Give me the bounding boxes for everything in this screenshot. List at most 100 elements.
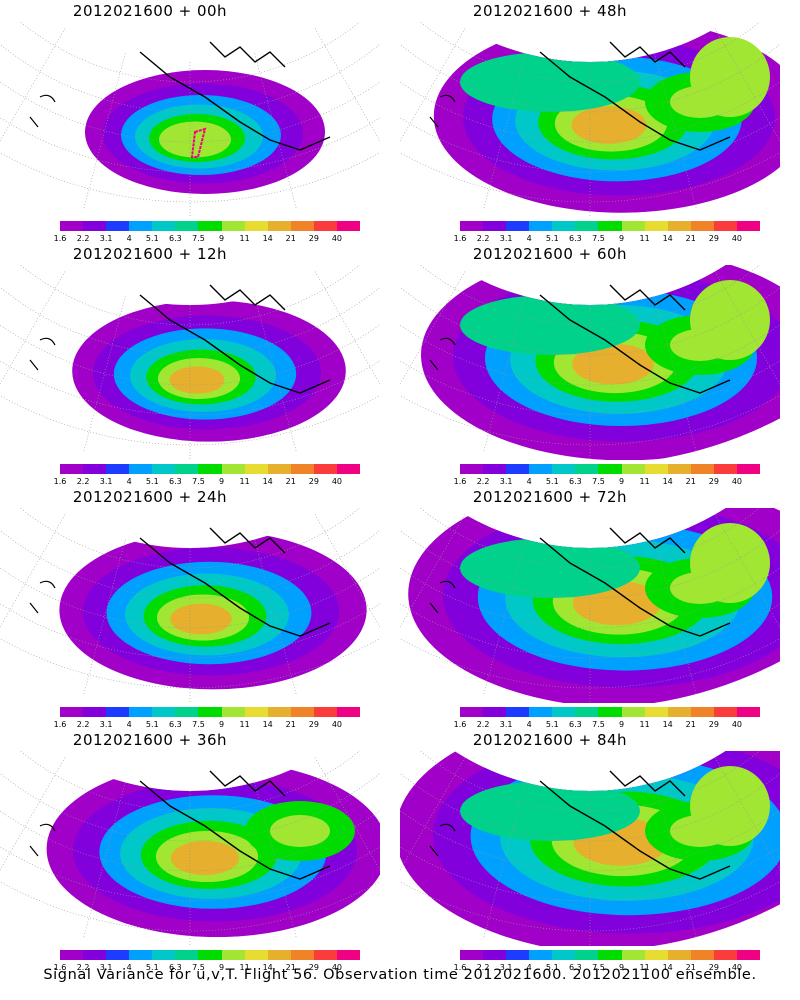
- panel-title: 2012021600 + 12h: [72, 245, 228, 263]
- variance-field: [46, 760, 380, 938]
- colorbar-labels: 1.6 2.2 3.1 4 5.1 6.3 7.5 9 11 14 21 29 40: [54, 963, 360, 973]
- map-plot: [400, 508, 780, 703]
- colorbar-tick-label: 14: [662, 720, 673, 729]
- meridian-line: [0, 271, 66, 385]
- colorbar-tick-label: 29: [708, 477, 719, 486]
- colorbar-swatch: [60, 464, 84, 474]
- colorbar-swatch: [106, 221, 130, 231]
- colorbar-swatch: [106, 464, 130, 474]
- coastline: [139, 51, 331, 151]
- colorbar-tick-label: 29: [708, 234, 719, 243]
- colorbar-tick-label: 1.6: [53, 720, 67, 729]
- colorbar-tick-label: 40: [731, 720, 743, 729]
- coastline: [429, 337, 456, 371]
- colorbar-swatch: [736, 464, 761, 474]
- variance-field: [433, 22, 780, 213]
- colorbar-tick-label: 1.6: [53, 963, 67, 972]
- colorbar-tick-label: 4: [526, 963, 532, 972]
- colorbar-tick-label: 3.1: [99, 477, 113, 486]
- colorbar-swatch: [483, 950, 507, 960]
- colorbar-swatch: [644, 221, 668, 231]
- colorbar-swatch: [175, 950, 199, 960]
- colorbar-swatch: [175, 707, 199, 717]
- colorbar-swatch: [313, 464, 337, 474]
- colorbar-swatch: [529, 221, 553, 231]
- colorbar-swatch: [221, 707, 245, 717]
- colorbar-swatch: [736, 950, 761, 960]
- colorbar-swatch: [267, 950, 291, 960]
- map-panel-84h: 2012021600 + 84h 1.6 2.2 3.1 4 5.1 6.3 7.5 9 11 1…: [400, 729, 780, 972]
- contour-fill: [170, 840, 240, 876]
- colorbar-tick-label: 3.1: [499, 234, 513, 243]
- coastline: [429, 580, 456, 614]
- coastline: [429, 823, 456, 857]
- map-panel-36h: 2012021600 + 36h 1.6 2.2 3.1 4 5.1 6.3 7.5 9 11 1…: [0, 729, 380, 972]
- panel-title: 2012021600 + 48h: [472, 2, 628, 20]
- colorbar-tick-label: 6.3: [569, 234, 582, 243]
- colorbar-tick-label: 6.3: [169, 234, 182, 243]
- colorbar-tick-label: 4: [526, 720, 532, 729]
- colorbar-tick-label: 9: [618, 963, 625, 972]
- colorbar-tick-label: 9: [218, 234, 225, 243]
- colorbar-tick-label: 2.2: [76, 234, 90, 243]
- colorbar-tick-label: 21: [285, 234, 296, 243]
- latitude-line: [0, 43, 380, 113]
- colorbar-tick-label: 1.6: [53, 477, 67, 486]
- colorbar-tick-label: 5.1: [545, 477, 559, 486]
- colorbar-swatch: [552, 707, 576, 717]
- meridian-line: [367, 508, 380, 588]
- meridian-line: [400, 265, 413, 345]
- colorbar-swatch: [198, 950, 222, 960]
- colorbar: [460, 950, 761, 960]
- panel-title: 2012021600 + 36h: [72, 731, 228, 749]
- colorbar-labels: 1.6 2.2 3.1 4 5.1 6.3 7.5 9 11 14 21 29 40: [454, 477, 760, 487]
- coastline: [139, 537, 331, 637]
- colorbar-swatch: [667, 950, 691, 960]
- flight-track-marker: [190, 127, 207, 158]
- contour-fill: [460, 781, 640, 841]
- colorbar-tick-label: 4: [126, 963, 132, 972]
- coastline: [29, 337, 56, 371]
- colorbar: [460, 707, 761, 717]
- colorbar-tick-label: 5.1: [145, 963, 159, 972]
- colorbar-swatch: [621, 950, 645, 960]
- colorbar-swatch: [106, 950, 130, 960]
- colorbar-swatch: [267, 464, 291, 474]
- variance-field: [85, 70, 325, 194]
- colorbar-tick-label: 7.5: [192, 963, 205, 972]
- colorbar-swatch: [575, 950, 599, 960]
- contour-fill: [690, 280, 770, 360]
- colorbar-tick-label: 9: [218, 963, 225, 972]
- contour-fill: [690, 523, 770, 603]
- colorbar-tick-label: 7.5: [592, 234, 605, 243]
- colorbar-swatch: [736, 707, 761, 717]
- colorbar-swatch: [460, 950, 484, 960]
- map-plot: [400, 265, 780, 460]
- colorbar-tick-label: 1.6: [453, 477, 467, 486]
- colorbar-tick-label: 40: [331, 963, 343, 972]
- colorbar-tick-label: 7.5: [192, 477, 205, 486]
- colorbar-swatch: [598, 464, 622, 474]
- map-plot: [400, 751, 780, 946]
- colorbar-swatch: [129, 707, 153, 717]
- colorbar-tick-label: 4: [526, 234, 532, 243]
- colorbar: [60, 464, 361, 474]
- colorbar-tick-label: 21: [285, 720, 296, 729]
- colorbar-swatch: [644, 464, 668, 474]
- colorbar-swatch: [198, 464, 222, 474]
- map-panel-72h: 2012021600 + 72h 1.6 2.2 3.1 4 5.1 6.3 7.5 9 11 1…: [400, 486, 780, 729]
- colorbar-swatch: [198, 221, 222, 231]
- latitude-line: [400, 567, 780, 629]
- colorbar: [60, 221, 361, 231]
- map-plot: [0, 265, 380, 460]
- colorbar-swatch: [690, 464, 714, 474]
- colorbar-swatch: [644, 707, 668, 717]
- coastline: [539, 294, 731, 394]
- contour-fill: [572, 343, 654, 385]
- colorbar-tick-label: 14: [262, 720, 273, 729]
- colorbar-tick-label: 40: [731, 477, 743, 486]
- colorbar-tick-label: 1.6: [453, 234, 467, 243]
- colorbar-swatch: [529, 464, 553, 474]
- colorbar-tick-label: 2.2: [76, 720, 90, 729]
- colorbar-tick-label: 4: [126, 720, 132, 729]
